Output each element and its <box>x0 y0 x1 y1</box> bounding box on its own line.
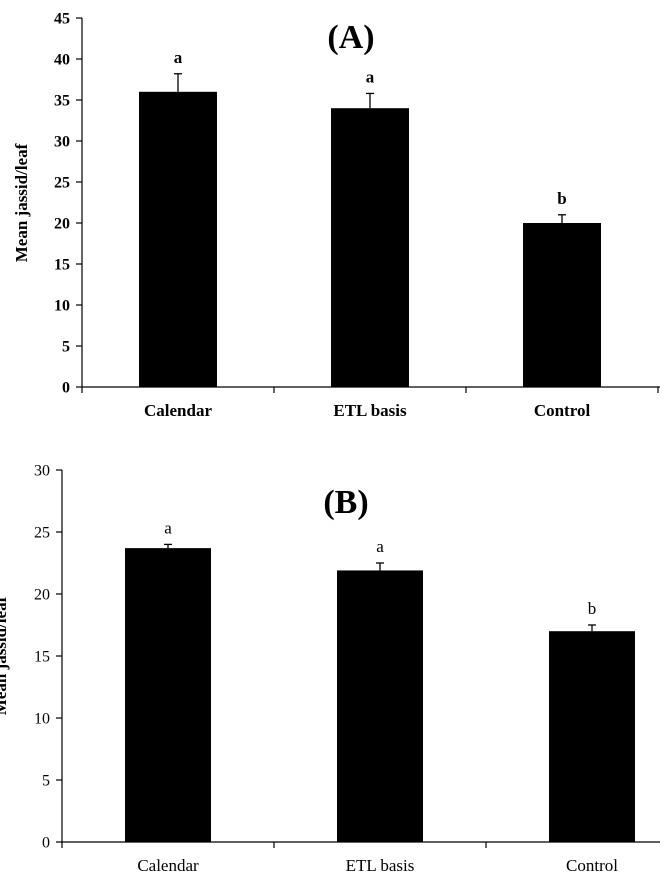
significance-letter-1: a <box>164 518 172 537</box>
bar-3 <box>523 223 601 387</box>
bar-2 <box>331 108 409 387</box>
y-axis-label: Mean jassid/leaf <box>12 143 31 262</box>
significance-letter-3: b <box>557 189 566 208</box>
category-label-2: ETL basis <box>346 856 415 875</box>
significance-letter-2: a <box>376 537 384 556</box>
chart-panel-b: 0 5 10 15 20 25 30 a Calendar a ETL basis b Control (… <box>0 463 660 875</box>
category-label-1: Calendar <box>137 856 199 875</box>
bar-1 <box>139 91 217 388</box>
category-label-3: Control <box>534 401 591 420</box>
category-label-1: Calendar <box>144 401 212 420</box>
y-tick-label: 5 <box>42 773 50 790</box>
y-tick-label: 0 <box>42 835 50 852</box>
y-tick-label: 40 <box>54 52 70 69</box>
category-label-2: ETL basis <box>333 401 407 420</box>
bar-1 <box>125 548 211 842</box>
y-tick-label: 30 <box>34 463 50 480</box>
y-tick-label: 25 <box>34 525 50 542</box>
y-tick-label: 0 <box>62 380 70 397</box>
y-tick-label: 15 <box>54 257 70 274</box>
bar-2 <box>337 570 423 842</box>
y-tick-label: 20 <box>54 216 70 233</box>
chart-panel-a: 0 5 10 15 20 25 30 35 40 45 a Calendar a ETL basis b Co… <box>12 11 660 420</box>
chart-title: (A) <box>327 19 374 56</box>
chart-title: (B) <box>323 484 368 521</box>
y-tick-label: 10 <box>54 298 70 315</box>
y-tick-label: 45 <box>54 11 70 28</box>
y-tick-label: 25 <box>54 175 70 192</box>
bar-3 <box>549 631 635 842</box>
y-tick-label: 5 <box>62 339 70 356</box>
y-tick-label: 20 <box>34 587 50 604</box>
significance-letter-3: b <box>588 599 597 618</box>
significance-letter-1: a <box>174 48 183 67</box>
category-label-3: Control <box>566 856 618 875</box>
y-axis-label: Mean jassid/leaf <box>0 596 10 715</box>
significance-letter-2: a <box>366 67 375 86</box>
y-tick-label: 15 <box>34 649 50 666</box>
y-tick-label: 30 <box>54 134 70 151</box>
y-tick-label: 35 <box>54 93 70 110</box>
y-tick-label: 10 <box>34 711 50 728</box>
